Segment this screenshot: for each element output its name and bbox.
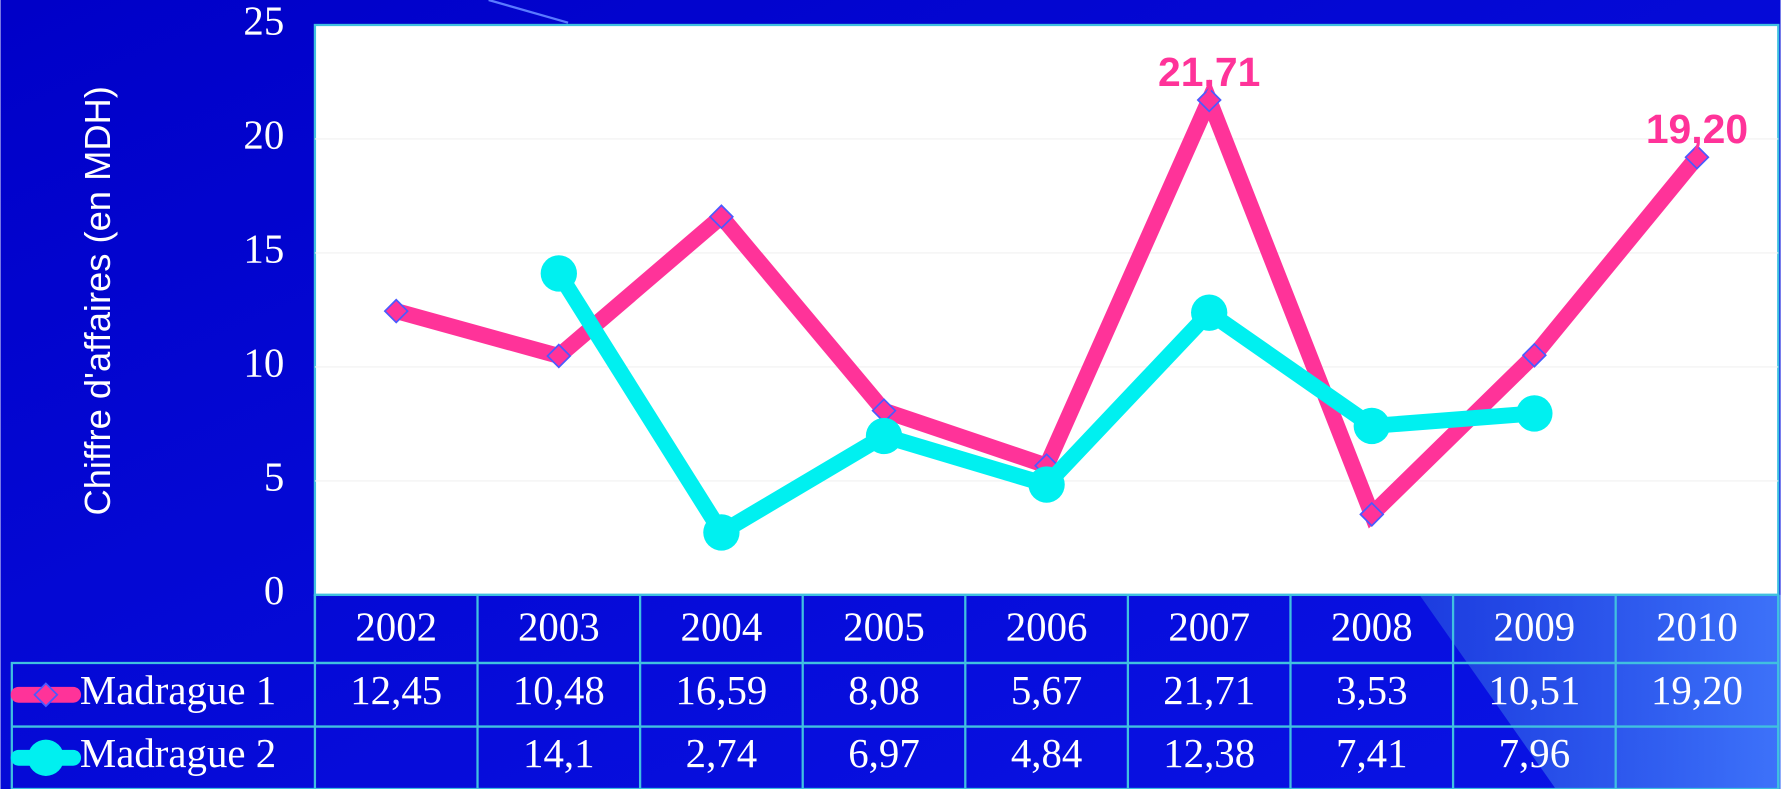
plot-area: [313, 23, 1780, 597]
table-cell: 14,1: [523, 731, 595, 776]
table-cell: 2,74: [686, 731, 758, 776]
marker: [1196, 87, 1222, 113]
y-axis-label: Chiffre d'affaires (en MDH): [77, 86, 118, 515]
marker: [1521, 342, 1547, 368]
data-label: 19,20: [1646, 106, 1748, 152]
marker: [1359, 501, 1385, 527]
x-tick-label: 2004: [681, 605, 763, 650]
table-cell: 12,45: [350, 668, 442, 713]
marker: [383, 298, 409, 324]
marker: [703, 514, 740, 551]
marker: [540, 255, 577, 292]
table-cell: 10,48: [513, 668, 605, 713]
data-label: 21,71: [1158, 49, 1260, 95]
marker: [1516, 395, 1553, 432]
x-tick-label: 2002: [355, 605, 437, 650]
marker: [1353, 407, 1390, 445]
x-tick-label: 2010: [1656, 605, 1738, 650]
x-tick-label: 2003: [518, 605, 600, 650]
table-cell: 5,67: [1011, 668, 1083, 713]
y-tick-label: 5: [264, 454, 284, 499]
table-cell: 10,51: [1488, 668, 1580, 713]
marker: [708, 204, 734, 230]
table-cell: 6,97: [848, 731, 920, 776]
marker: [1684, 144, 1710, 170]
table-cell: 19,20: [1651, 668, 1743, 713]
table-cell: 16,59: [675, 668, 767, 713]
y-tick-label: 10: [243, 340, 284, 385]
y-tick-label: 15: [243, 226, 284, 271]
marker: [1191, 294, 1228, 331]
background-shape: [1419, 594, 1781, 789]
table-cell: 12,38: [1163, 731, 1255, 776]
decor-line: [488, 0, 569, 24]
y-tick-label: 0: [264, 568, 284, 613]
table-cell: 8,08: [848, 668, 920, 713]
table-cell: 4,84: [1011, 731, 1083, 776]
x-tick-label: 2009: [1494, 605, 1576, 650]
marker: [33, 682, 59, 708]
x-tick-label: 2006: [1006, 605, 1088, 650]
x-tick-label: 2007: [1168, 605, 1250, 650]
marker: [1028, 466, 1065, 503]
marker: [546, 343, 572, 369]
marker: [27, 739, 65, 776]
table-cell: 3,53: [1336, 668, 1408, 713]
marker: [865, 417, 903, 455]
x-tick-label: 2005: [843, 605, 925, 650]
table-cell: 21,71: [1163, 668, 1255, 713]
y-tick-label: 25: [243, 0, 284, 43]
table-cell: 7,41: [1336, 731, 1408, 776]
x-tick-label: 2008: [1331, 605, 1413, 650]
y-tick-label: 20: [243, 112, 284, 157]
table-cell: 7,96: [1499, 731, 1571, 776]
legend-label: Madrague 2: [80, 731, 276, 776]
legend-label: Madrague 1: [80, 668, 276, 713]
